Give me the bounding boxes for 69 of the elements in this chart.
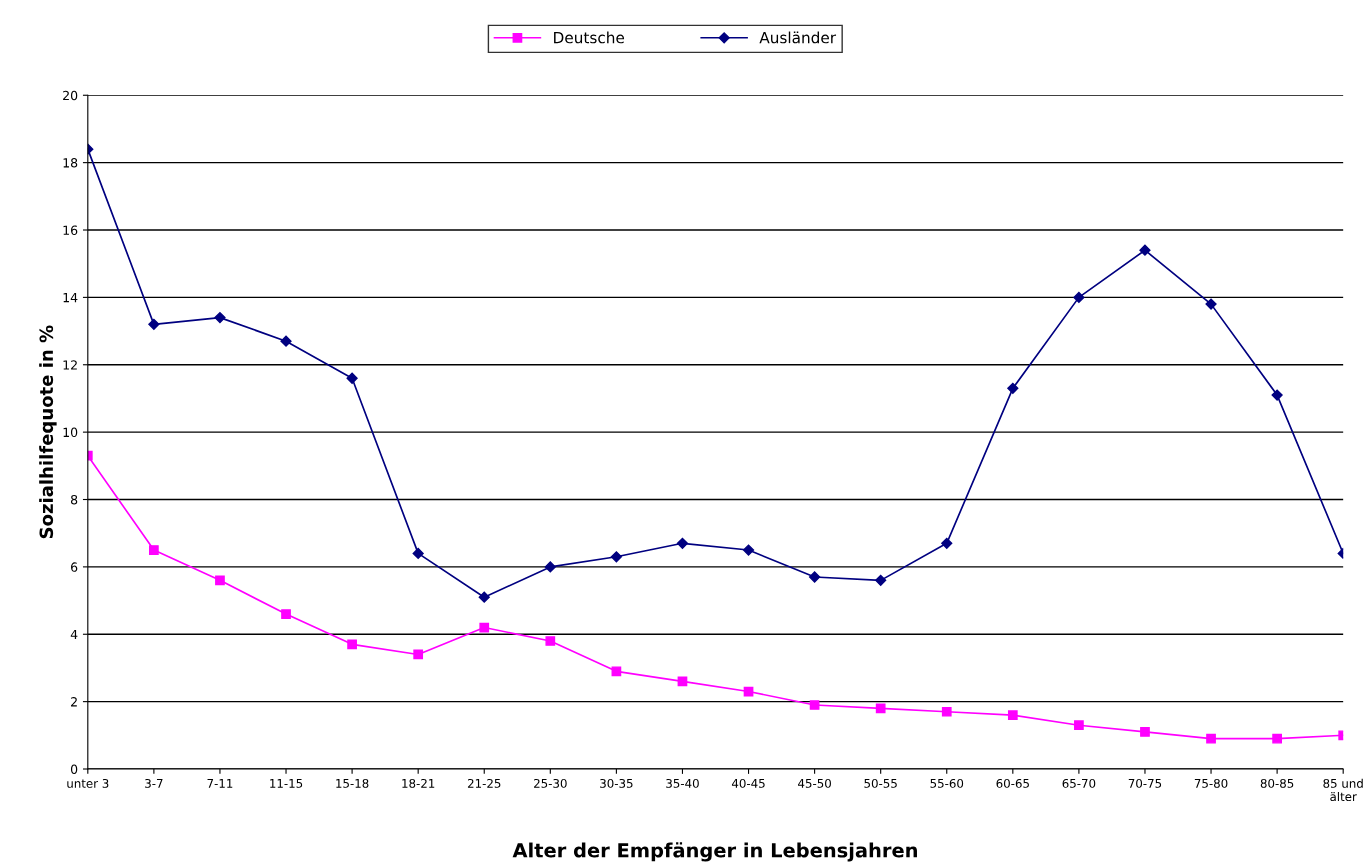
x-tick-label: 18-21	[402, 778, 435, 788]
point	[941, 706, 952, 717]
point	[809, 700, 820, 710]
point	[149, 545, 159, 555]
point	[347, 639, 357, 650]
x-axis-title: Alter der Empfänger in Lebensjahren	[512, 842, 917, 862]
point	[281, 609, 291, 619]
point	[941, 537, 953, 549]
x-tick-label: 25-30	[534, 778, 567, 788]
y-axis-title: Sozialhilfequote in %	[39, 325, 57, 539]
y-tick-label: 8	[70, 494, 78, 505]
point	[148, 318, 160, 330]
point	[1140, 727, 1150, 737]
y-tick-label: 20	[63, 90, 78, 101]
legend-label: Deutsche	[554, 31, 625, 44]
point	[544, 561, 556, 573]
x-tick-label: 75-80	[1194, 778, 1228, 788]
y-tick-label: 0	[70, 764, 78, 774]
x-tick-label: 45-50	[798, 778, 831, 788]
point	[611, 666, 622, 677]
x-tick-label: 15-18	[336, 778, 369, 788]
point	[478, 591, 490, 603]
point	[545, 636, 556, 646]
x-tick-label: 50-55	[864, 778, 897, 788]
x-tick-label: 60-65	[996, 778, 1029, 788]
x-tick-label: 65-70	[1062, 778, 1096, 788]
point	[479, 622, 490, 633]
x-tick-label: 55-60	[930, 778, 964, 788]
x-tick-label: 30-35	[600, 778, 633, 788]
point	[610, 551, 622, 563]
x-tick-label: 35-40	[666, 778, 699, 788]
point	[215, 575, 225, 586]
point	[1272, 733, 1282, 744]
point	[1271, 389, 1283, 401]
point	[412, 547, 424, 560]
point	[875, 703, 886, 714]
point	[676, 537, 689, 549]
y-tick-label: 2	[71, 697, 77, 707]
x-tick-label: 7-11	[207, 779, 233, 788]
y-tick-label: 12	[63, 360, 77, 370]
point	[1205, 298, 1217, 310]
x-tick-label: 21-25	[467, 778, 501, 788]
point	[280, 335, 292, 347]
x-tick-label: 11-15	[270, 779, 303, 788]
point	[875, 574, 887, 586]
x-tick-label: 80-85	[1260, 778, 1294, 788]
point	[1074, 720, 1084, 731]
y-tick-label: 16	[63, 225, 78, 235]
point	[1139, 244, 1151, 256]
x-tick-label: 40-45	[731, 778, 765, 788]
y-tick-label: 4	[70, 629, 78, 640]
point	[1007, 710, 1018, 720]
point	[809, 571, 821, 583]
point	[413, 649, 424, 660]
x-tick-label: unter 3	[67, 778, 109, 788]
point	[1206, 733, 1216, 744]
point	[742, 544, 755, 556]
y-tick-label: 18	[63, 158, 78, 168]
y-tick-label: 10	[63, 427, 78, 438]
point	[214, 311, 226, 324]
y-tick-label: 6	[71, 562, 78, 572]
point	[1007, 382, 1019, 394]
x-tick-label: 85 und älter	[1323, 778, 1363, 802]
legend-label: Ausländer	[759, 31, 837, 44]
x-tick-label: 3-7	[145, 778, 163, 788]
point	[1073, 291, 1085, 303]
x-tick-label: 70-75	[1128, 778, 1162, 788]
point	[346, 372, 358, 384]
y-tick-label: 14	[63, 293, 78, 303]
